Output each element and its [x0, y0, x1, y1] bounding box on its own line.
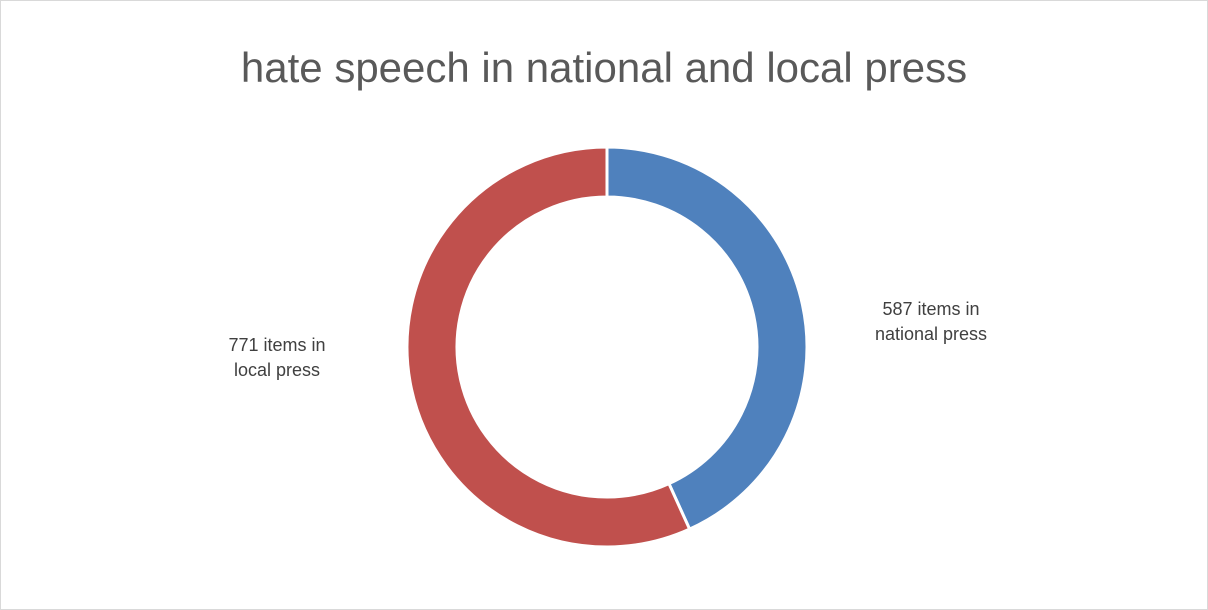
data-label-local: 771 items in local press [187, 333, 367, 383]
data-label-local-line2: local press [233, 360, 321, 381]
chart-title: hate speech in national and local press [240, 44, 968, 91]
data-label-national: 587 items in national press [841, 297, 1021, 347]
data-label-local-line1: 771 items in [228, 335, 326, 355]
data-label-national-line1: 587 items in [882, 299, 980, 319]
donut-slice-national-press [605, 145, 809, 532]
donut-slice-local-press [405, 145, 692, 549]
data-label-national-line2: national press [874, 324, 988, 345]
